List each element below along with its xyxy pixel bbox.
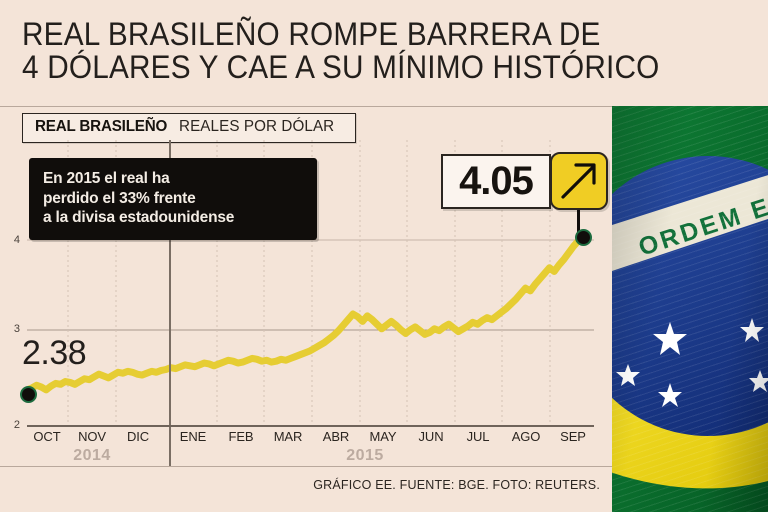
brazil-flag-graphic: ORDEM E <box>612 106 768 512</box>
arrow-up-right-glyph <box>561 163 596 199</box>
y-tick-2: 2 <box>13 419 20 431</box>
x-tick-oct: OCT <box>33 429 61 444</box>
x-tick-dic: DIC <box>126 429 150 444</box>
series-line-brl <box>23 231 587 394</box>
annotation-line-3: a la divisa estadounidense <box>43 209 235 226</box>
x-tick-abr: ABR <box>322 429 350 444</box>
brazil-flag-photo: ORDEM E <box>612 106 768 512</box>
arrow-up-right-icon <box>550 152 608 210</box>
legend-series-unit: REALES POR DÓLAR <box>179 118 335 135</box>
x-tick-ago: AGO <box>511 429 541 444</box>
year-divider <box>169 140 171 466</box>
end-point-marker <box>575 229 592 246</box>
year-label-2014: 2014 <box>73 447 111 464</box>
headline-line-2: 4 DÓLARES Y CAE A SU MÍNIMO HISTÓRICO <box>22 49 660 85</box>
chart-svg <box>23 140 594 425</box>
chart-plot <box>0 140 612 430</box>
x-tick-mar: MAR <box>273 429 303 444</box>
headline-line-1: REAL BRASILEÑO ROMPE BARRERA DE <box>22 16 601 52</box>
start-value-label: 2.38 <box>22 334 87 372</box>
x-tick-nov: NOV <box>78 429 106 444</box>
x-tick-sep: SEP <box>560 429 586 444</box>
legend-series-name: REAL BRASILEÑO <box>35 118 168 135</box>
x-axis-rule <box>27 425 594 427</box>
x-tick-ene: ENE <box>179 429 207 444</box>
page-title: REAL BRASILEÑO ROMPE BARRERA DE 4 DÓLARE… <box>22 18 692 84</box>
y-tick-4: 4 <box>13 234 20 246</box>
flag-stars <box>616 318 768 407</box>
end-value-label: 4.05 <box>441 154 551 209</box>
annotation-box: En 2015 el real ha perdido el 33% frente… <box>29 158 317 240</box>
annotation-line-2: perdido el 33% frente <box>43 189 196 207</box>
series-legend: REAL BRASILEÑO REALES POR DÓLAR <box>22 113 356 143</box>
x-tick-may: MAY <box>369 429 397 444</box>
top-divider <box>0 106 612 107</box>
x-tick-jun: JUN <box>418 429 444 444</box>
x-tick-jul: JUL <box>466 429 490 444</box>
y-tick-3: 3 <box>13 323 20 335</box>
source-credit: GRÁFICO EE. FUENTE: BGE. FOTO: REUTERS. <box>313 478 600 492</box>
x-tick-feb: FEB <box>228 429 254 444</box>
annotation-line-1: En 2015 el real ha <box>43 170 170 187</box>
bottom-divider <box>0 466 612 467</box>
callout-stem <box>577 210 580 238</box>
year-label-2015: 2015 <box>346 447 384 464</box>
start-point-marker <box>20 386 37 403</box>
